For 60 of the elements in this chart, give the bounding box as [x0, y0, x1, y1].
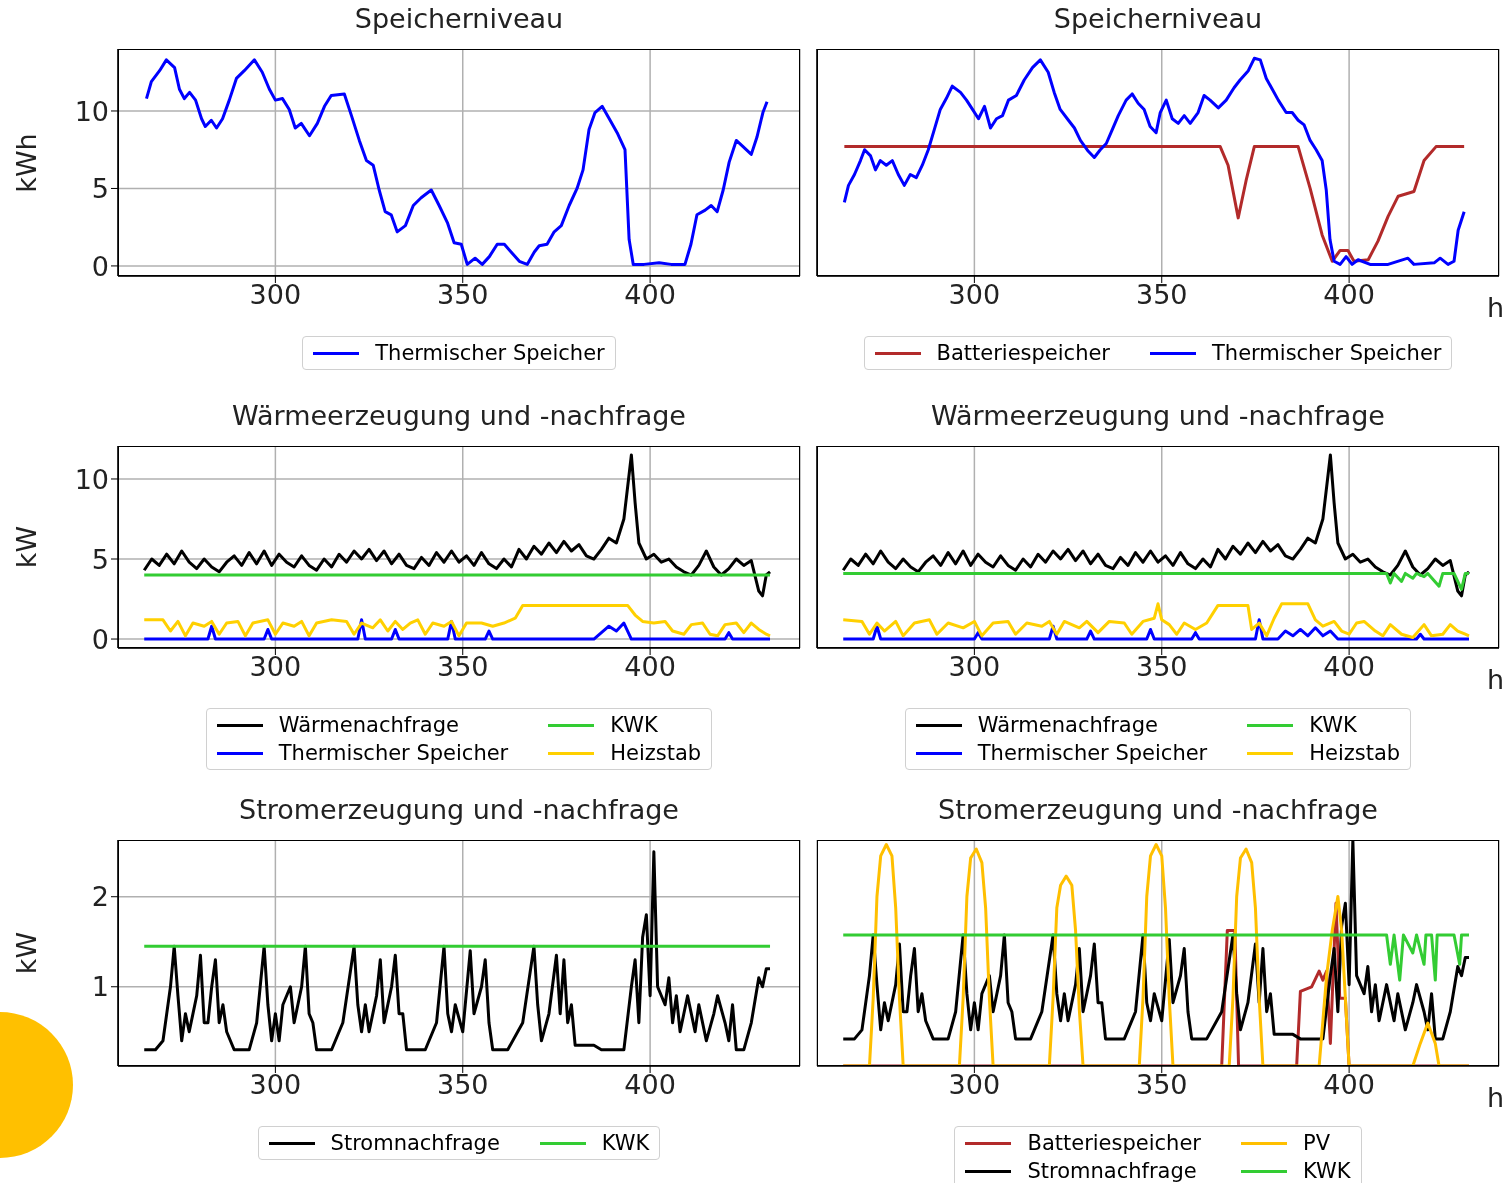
legend-label: KWK — [610, 712, 658, 738]
x-tick-label: 300 — [948, 651, 1001, 683]
x-tick-label: 300 — [249, 651, 302, 683]
legend-label: KWK — [1302, 1158, 1351, 1183]
legend-label: KWK — [601, 1130, 650, 1156]
x-tick-label: 400 — [624, 1069, 676, 1101]
x-tick-label: 350 — [436, 1069, 489, 1101]
x-tick-label: 300 — [948, 1069, 1001, 1101]
legend-label: Heizstab — [610, 740, 702, 766]
y-tick-label: 2 — [91, 881, 109, 913]
x-axis-title: h — [1487, 1082, 1505, 1113]
x-tick-label: 300 — [249, 279, 302, 311]
legend-label: Stromnachfrage — [1027, 1158, 1197, 1183]
line-series — [142, 453, 772, 598]
y-tick-label: 10 — [74, 463, 109, 495]
line-series — [142, 603, 772, 638]
legend-label: PV — [1302, 1130, 1330, 1156]
x-tick-label: 400 — [624, 651, 676, 683]
legend-label: Thermischer Speicher — [375, 340, 605, 366]
x-tick-label: 400 — [1323, 651, 1375, 683]
x-tick-label: 350 — [436, 279, 489, 311]
y-axis-title: kW — [10, 525, 42, 569]
chart-title: Speicherniveau — [353, 3, 565, 34]
legend-label: Thermischer Speicher — [278, 740, 509, 766]
legend-label: Batteriespeicher — [936, 340, 1111, 366]
legend-label: Wärmenachfrage — [977, 712, 1158, 738]
x-tick-label: 300 — [249, 1069, 302, 1101]
y-tick-label: 0 — [91, 250, 109, 282]
legend-label: Wärmenachfrage — [278, 712, 459, 738]
x-tick-label: 350 — [436, 651, 489, 683]
legend-label: Thermischer Speicher — [977, 740, 1208, 766]
line-series — [142, 618, 772, 641]
legend-label: Thermischer Speicher — [1212, 340, 1442, 366]
chart-title: Wärmeerzeugung und -nachfrage — [231, 400, 687, 431]
x-tick-label: 350 — [1135, 279, 1188, 311]
legend-label: Batteriespeicher — [1027, 1130, 1201, 1156]
line-series — [142, 850, 772, 1052]
y-tick-label: 10 — [74, 95, 109, 127]
chart-title: Stromerzeugung und -nachfrage — [937, 794, 1379, 825]
y-tick-label: 5 — [91, 173, 109, 205]
y-tick-label: 1 — [91, 971, 109, 1003]
legend-label: Stromnachfrage — [330, 1130, 500, 1156]
x-tick-label: 350 — [1135, 651, 1188, 683]
x-tick-label: 350 — [1135, 1069, 1188, 1101]
x-tick-label: 300 — [948, 279, 1001, 311]
chart-title: Speicherniveau — [1052, 3, 1264, 34]
legend-label: KWK — [1309, 712, 1357, 738]
x-tick-label: 400 — [624, 279, 676, 311]
x-tick-label: 400 — [1323, 279, 1375, 311]
y-tick-label: 5 — [91, 543, 109, 575]
y-axis-title: kW — [10, 931, 42, 975]
line-series — [144, 58, 769, 266]
chart-title: Stromerzeugung und -nachfrage — [238, 794, 680, 825]
legend-label: Heizstab — [1309, 740, 1401, 766]
y-tick-label: 0 — [91, 623, 109, 655]
x-tick-label: 400 — [1323, 1069, 1375, 1101]
y-axis-title: kWh — [10, 132, 42, 193]
x-axis-title: h — [1487, 292, 1505, 323]
x-axis-title: h — [1487, 664, 1505, 695]
chart-title: Wärmeerzeugung und -nachfrage — [930, 400, 1386, 431]
